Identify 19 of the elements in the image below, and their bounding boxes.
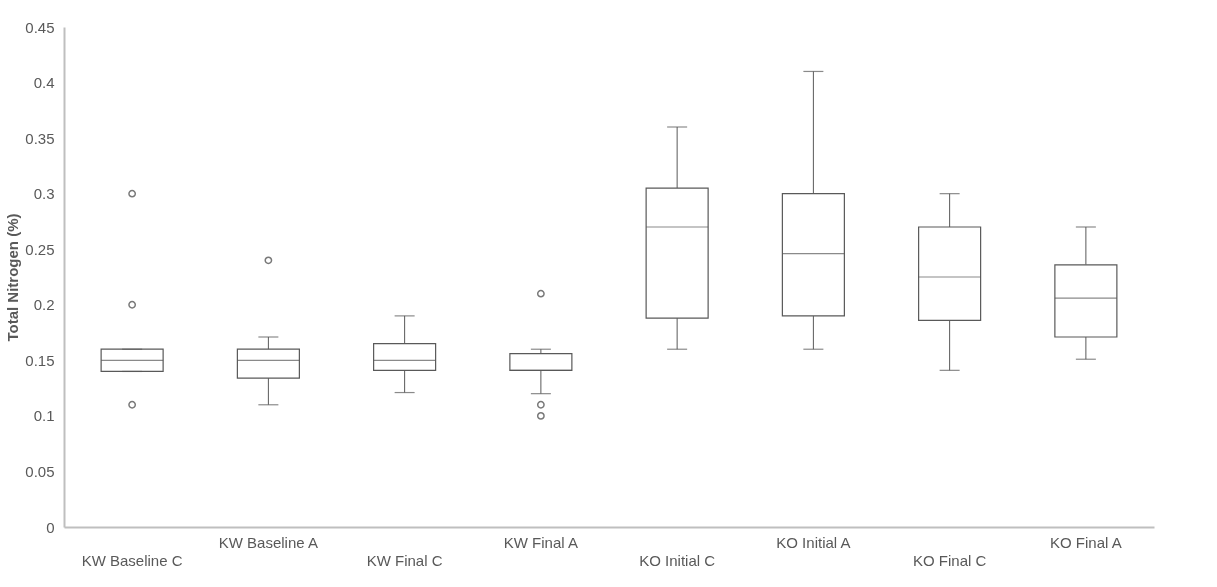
y-tick-label: 0.3 [33, 185, 55, 203]
x-tick-label: KO Final C [912, 551, 987, 569]
y-tick-label: 0.4 [33, 74, 55, 92]
x-tick-label: KW Final C [366, 551, 443, 569]
x-tick-label: KO Initial C [639, 551, 716, 569]
y-tick-label: 0.1 [33, 407, 55, 425]
x-tick-label: KO Final A [1050, 533, 1122, 551]
y-tick-label: 0.25 [25, 240, 55, 258]
y-tick-label: 0.05 [25, 462, 55, 480]
y-tick-label: 0.2 [33, 296, 55, 314]
y-tick-label: 0.35 [25, 129, 55, 147]
x-tick-label: KW Baseline A [218, 533, 318, 551]
y-tick-label: 0.15 [25, 351, 55, 369]
y-tick-label: 0.45 [25, 18, 55, 36]
x-tick-label: KW Baseline C [81, 551, 183, 569]
x-tick-label: KW Final A [503, 533, 578, 551]
x-tick-label: KO Initial A [776, 533, 851, 551]
y-axis-title: Total Nitrogen (%) [4, 213, 22, 342]
y-tick-label: 0 [46, 518, 55, 536]
